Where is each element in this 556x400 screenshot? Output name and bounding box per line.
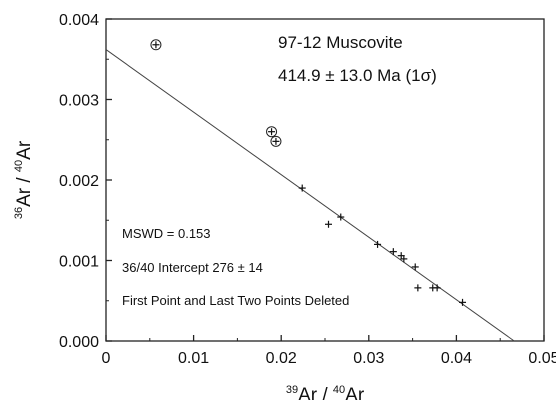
- y-tick-label: 0.002: [59, 173, 99, 190]
- regression-line: [105, 49, 515, 342]
- fit-line-group: [105, 49, 515, 342]
- point-circle: [270, 135, 282, 147]
- y-tick-label: 0.001: [59, 254, 99, 271]
- x-tick-label: 0.04: [441, 350, 472, 367]
- x-axis-label: 39Ar / 40Ar: [286, 384, 365, 400]
- annotation: MSWD = 0.153: [122, 226, 211, 241]
- chart-text: 97-12 Muscovite 414.9 ± 13.0 Ma (1σ) MSWD …: [13, 33, 437, 400]
- y-tick-label: 0.003: [59, 93, 99, 110]
- data-point: [414, 284, 422, 292]
- annotation: 36/40 Intercept 276 ± 14: [122, 260, 263, 275]
- x-tick-label: 0.05: [528, 350, 556, 367]
- data-point: [298, 184, 306, 192]
- deleted-data-point: [270, 135, 282, 147]
- data-point: [411, 263, 419, 271]
- annotation: First Point and Last Two Points Deleted: [122, 293, 349, 308]
- data-point: [374, 240, 382, 248]
- y-tick-label: 0.000: [59, 334, 99, 351]
- deleted-data-point: [150, 39, 162, 51]
- chart-title: 97-12 Muscovite: [278, 33, 403, 52]
- data-point: [400, 255, 408, 263]
- point-circle: [266, 126, 278, 138]
- data-point: [459, 298, 467, 306]
- axes: 0 0.01 0.02 0.03 0.04 0.05 0.000 0.001 0.002 0.00…: [59, 12, 556, 367]
- data-point: [389, 248, 397, 256]
- data-points: [150, 39, 467, 306]
- y-tick-label: 0.004: [59, 12, 99, 29]
- point-circle: [150, 39, 162, 51]
- data-point: [325, 220, 333, 228]
- y-axis-label: 36Ar / 40Ar: [13, 140, 35, 219]
- data-point: [337, 213, 345, 221]
- x-tick-label: 0.02: [266, 350, 297, 367]
- deleted-data-point: [266, 126, 278, 138]
- chart-subtitle: 414.9 ± 13.0 Ma (1σ): [278, 66, 437, 85]
- data-point: [433, 284, 441, 292]
- x-tick-label: 0: [102, 350, 111, 367]
- x-tick-label: 0.01: [178, 350, 209, 367]
- x-tick-label: 0.03: [353, 350, 384, 367]
